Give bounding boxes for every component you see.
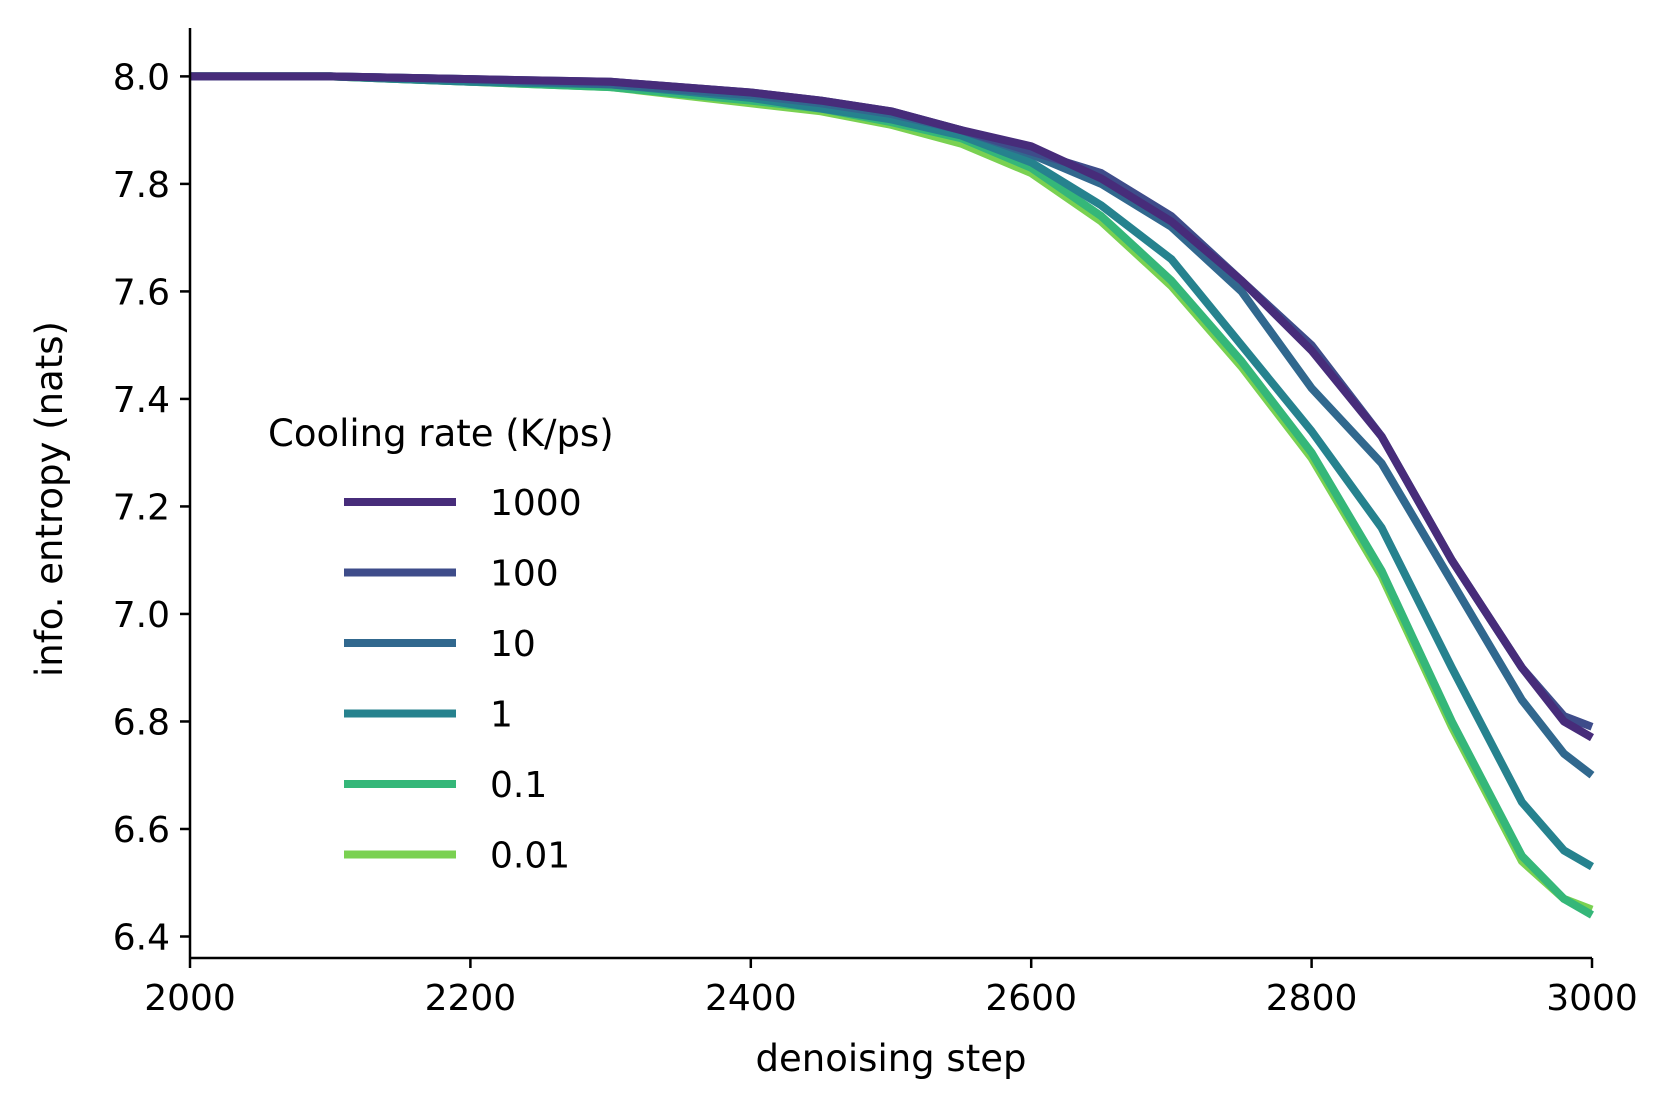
y-tick-label-7.2: 7.2 xyxy=(113,487,170,528)
x-tick-label-2800: 2800 xyxy=(1266,978,1358,1019)
legend-label-0.01: 0.01 xyxy=(490,836,570,877)
legend: Cooling rate (K/ps) 1000 100 10 1 0.1 0.01 xyxy=(268,412,614,877)
y-tick-label-7.8: 7.8 xyxy=(113,165,170,206)
x-tick-label-2400: 2400 xyxy=(705,978,797,1019)
legend-label-0.1: 0.1 xyxy=(490,765,547,806)
y-tick-label-7: 7.0 xyxy=(113,595,170,636)
x-tick-label-3000: 3000 xyxy=(1546,978,1638,1019)
y-tick-label-8: 8.0 xyxy=(113,57,170,98)
ticks-layer: 2000 2200 2400 2600 2800 3000 6.4 6.6 6.8 7.0 7.2 7… xyxy=(113,57,1638,1019)
x-tick-label-2600: 2600 xyxy=(985,978,1077,1019)
series-layer xyxy=(190,72,1595,919)
y-tick-label-6.6: 6.6 xyxy=(113,810,170,851)
y-tick-label-6.8: 6.8 xyxy=(113,702,170,743)
x-axis-title: denoising step xyxy=(756,1037,1027,1080)
legend-title: Cooling rate (K/ps) xyxy=(268,412,614,455)
y-tick-label-7.6: 7.6 xyxy=(113,272,170,313)
y-tick-label-7.4: 7.4 xyxy=(113,380,170,421)
legend-label-1: 1 xyxy=(490,695,513,736)
legend-label-100: 100 xyxy=(490,554,559,595)
x-tick-label-2000: 2000 xyxy=(144,978,236,1019)
legend-label-10: 10 xyxy=(490,624,536,665)
series-line-1000 xyxy=(190,72,1594,742)
y-tick-label-6.4: 6.4 xyxy=(113,917,170,958)
y-axis-title: info. entropy (nats) xyxy=(28,321,71,677)
x-tick-label-2200: 2200 xyxy=(425,978,517,1019)
legend-label-1000: 1000 xyxy=(490,483,582,524)
